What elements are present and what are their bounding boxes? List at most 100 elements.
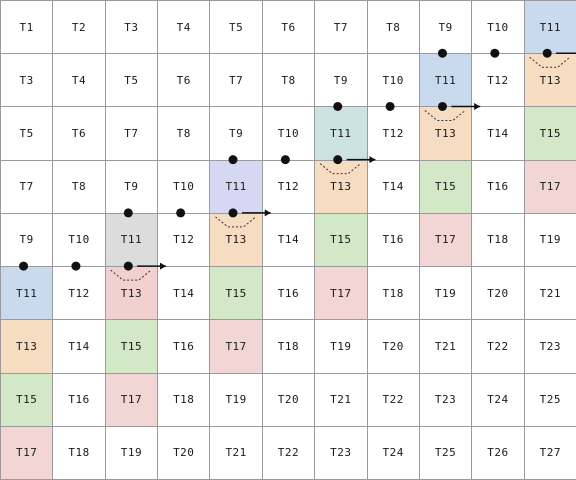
grid-cell: T23 bbox=[314, 425, 368, 480]
grid-cell: T17 bbox=[523, 159, 576, 214]
cell-label: T17 bbox=[120, 393, 143, 407]
cell-label: T14 bbox=[277, 233, 300, 247]
cell-label: T20 bbox=[277, 393, 300, 407]
cell-label: T20 bbox=[487, 286, 509, 300]
grid-cell: T9 bbox=[314, 53, 368, 108]
cell-label: T6 bbox=[281, 20, 296, 34]
cell-label: T8 bbox=[71, 180, 87, 194]
grid-cell: T20 bbox=[471, 266, 525, 321]
grid-cell: T7 bbox=[314, 0, 368, 55]
grid-cell: T7 bbox=[0, 159, 54, 214]
cell-label: T9 bbox=[438, 20, 453, 34]
grid-cell: T19 bbox=[418, 266, 473, 321]
grid-cell: T16 bbox=[366, 212, 420, 268]
cell-label: T10 bbox=[277, 127, 300, 141]
cell-label: T25 bbox=[539, 393, 561, 407]
grid-cell: T8 bbox=[157, 106, 211, 161]
cell-label: T16 bbox=[277, 286, 300, 300]
cell-label: T18 bbox=[68, 446, 90, 460]
grid-cell: T15 bbox=[418, 159, 473, 214]
cell-label: T12 bbox=[277, 180, 300, 194]
cell-label: T17 bbox=[434, 233, 457, 247]
cell-label: T15 bbox=[225, 286, 247, 300]
cell-label: T23 bbox=[330, 446, 352, 460]
cell-label: T12 bbox=[68, 286, 90, 300]
grid-cell: T22 bbox=[366, 372, 420, 427]
cell-label: T9 bbox=[19, 233, 34, 247]
grid-cell: T10 bbox=[52, 212, 106, 268]
cell-label: T5 bbox=[19, 127, 34, 141]
cell-label: T16 bbox=[382, 233, 404, 247]
grid-cell: T12 bbox=[366, 106, 420, 161]
grid-cell: T19 bbox=[523, 212, 576, 268]
cell-label: T4 bbox=[71, 73, 87, 87]
grid-cell: T13 bbox=[0, 319, 54, 374]
cell-label: T17 bbox=[539, 180, 561, 194]
grid-cell: T8 bbox=[366, 0, 420, 55]
cell-label: T11 bbox=[120, 233, 143, 247]
cell-label: T16 bbox=[68, 393, 90, 407]
grid-cell: T16 bbox=[52, 372, 106, 427]
grid-cell: T13 bbox=[209, 212, 263, 268]
cell-label: T21 bbox=[434, 339, 457, 353]
cell-label: T18 bbox=[173, 393, 195, 407]
cell-label: T27 bbox=[539, 446, 561, 460]
cell-label: T12 bbox=[173, 233, 195, 247]
cell-label: T5 bbox=[124, 73, 139, 87]
cell-label: T12 bbox=[487, 73, 509, 87]
grid-cell: T27 bbox=[523, 425, 576, 480]
grid-cell: T6 bbox=[52, 106, 106, 161]
grid-cell: T17 bbox=[0, 425, 54, 480]
cell-label: T21 bbox=[330, 393, 352, 407]
cell-label: T3 bbox=[124, 20, 139, 34]
cell-label: T8 bbox=[176, 127, 191, 141]
grid-cell: T12 bbox=[261, 159, 316, 214]
cell-label: T15 bbox=[539, 127, 561, 141]
grid-cell: T21 bbox=[418, 319, 473, 374]
cell-label: T14 bbox=[382, 180, 404, 194]
cell-label: T10 bbox=[382, 73, 404, 87]
cell-label: T15 bbox=[330, 233, 352, 247]
grid-cell: T3 bbox=[0, 53, 54, 108]
cell-label: T3 bbox=[19, 73, 34, 87]
cell-label: T2 bbox=[71, 20, 87, 34]
cell-label: T16 bbox=[173, 339, 195, 353]
grid-cell: T23 bbox=[418, 372, 473, 427]
grid-cell: T14 bbox=[471, 106, 525, 161]
grid-cell: T3 bbox=[104, 0, 159, 55]
grid-cell: T4 bbox=[52, 53, 106, 108]
cell-label: T20 bbox=[173, 446, 195, 460]
grid-cell: T7 bbox=[104, 106, 159, 161]
grid-cell: T25 bbox=[418, 425, 473, 480]
grid-cell: T21 bbox=[209, 425, 263, 480]
grid-cell: T16 bbox=[471, 159, 525, 214]
grid-cell: T17 bbox=[209, 319, 263, 374]
grid-cell: T10 bbox=[157, 159, 211, 214]
grid-cell: T17 bbox=[104, 372, 159, 427]
grid-cell: T13 bbox=[314, 159, 368, 214]
grid-cell: T20 bbox=[157, 425, 211, 480]
cell-label: T16 bbox=[487, 180, 509, 194]
cell-label: T7 bbox=[124, 127, 139, 141]
grid-cell: T15 bbox=[209, 266, 263, 321]
cell-label: T19 bbox=[120, 446, 143, 460]
grid-cell: T10 bbox=[261, 106, 316, 161]
cell-label: T15 bbox=[120, 339, 143, 353]
grid-cell: T14 bbox=[52, 319, 106, 374]
cell-label: T12 bbox=[382, 127, 404, 141]
cell-label: T11 bbox=[330, 127, 352, 141]
grid-cell: T15 bbox=[0, 372, 54, 427]
grid-cell: T8 bbox=[261, 53, 316, 108]
grid-cell: T8 bbox=[52, 159, 106, 214]
cell-label: T17 bbox=[15, 446, 38, 460]
cell-label: T26 bbox=[487, 446, 509, 460]
grid-cell: T21 bbox=[314, 372, 368, 427]
grid-cell: T22 bbox=[261, 425, 316, 480]
grid-cell: T9 bbox=[0, 212, 54, 268]
grid-cell: T16 bbox=[157, 319, 211, 374]
grid-cell: T23 bbox=[523, 319, 576, 374]
cell-label: T1 bbox=[19, 20, 34, 34]
cell-label: T21 bbox=[225, 446, 247, 460]
cell-label: T7 bbox=[229, 73, 244, 87]
